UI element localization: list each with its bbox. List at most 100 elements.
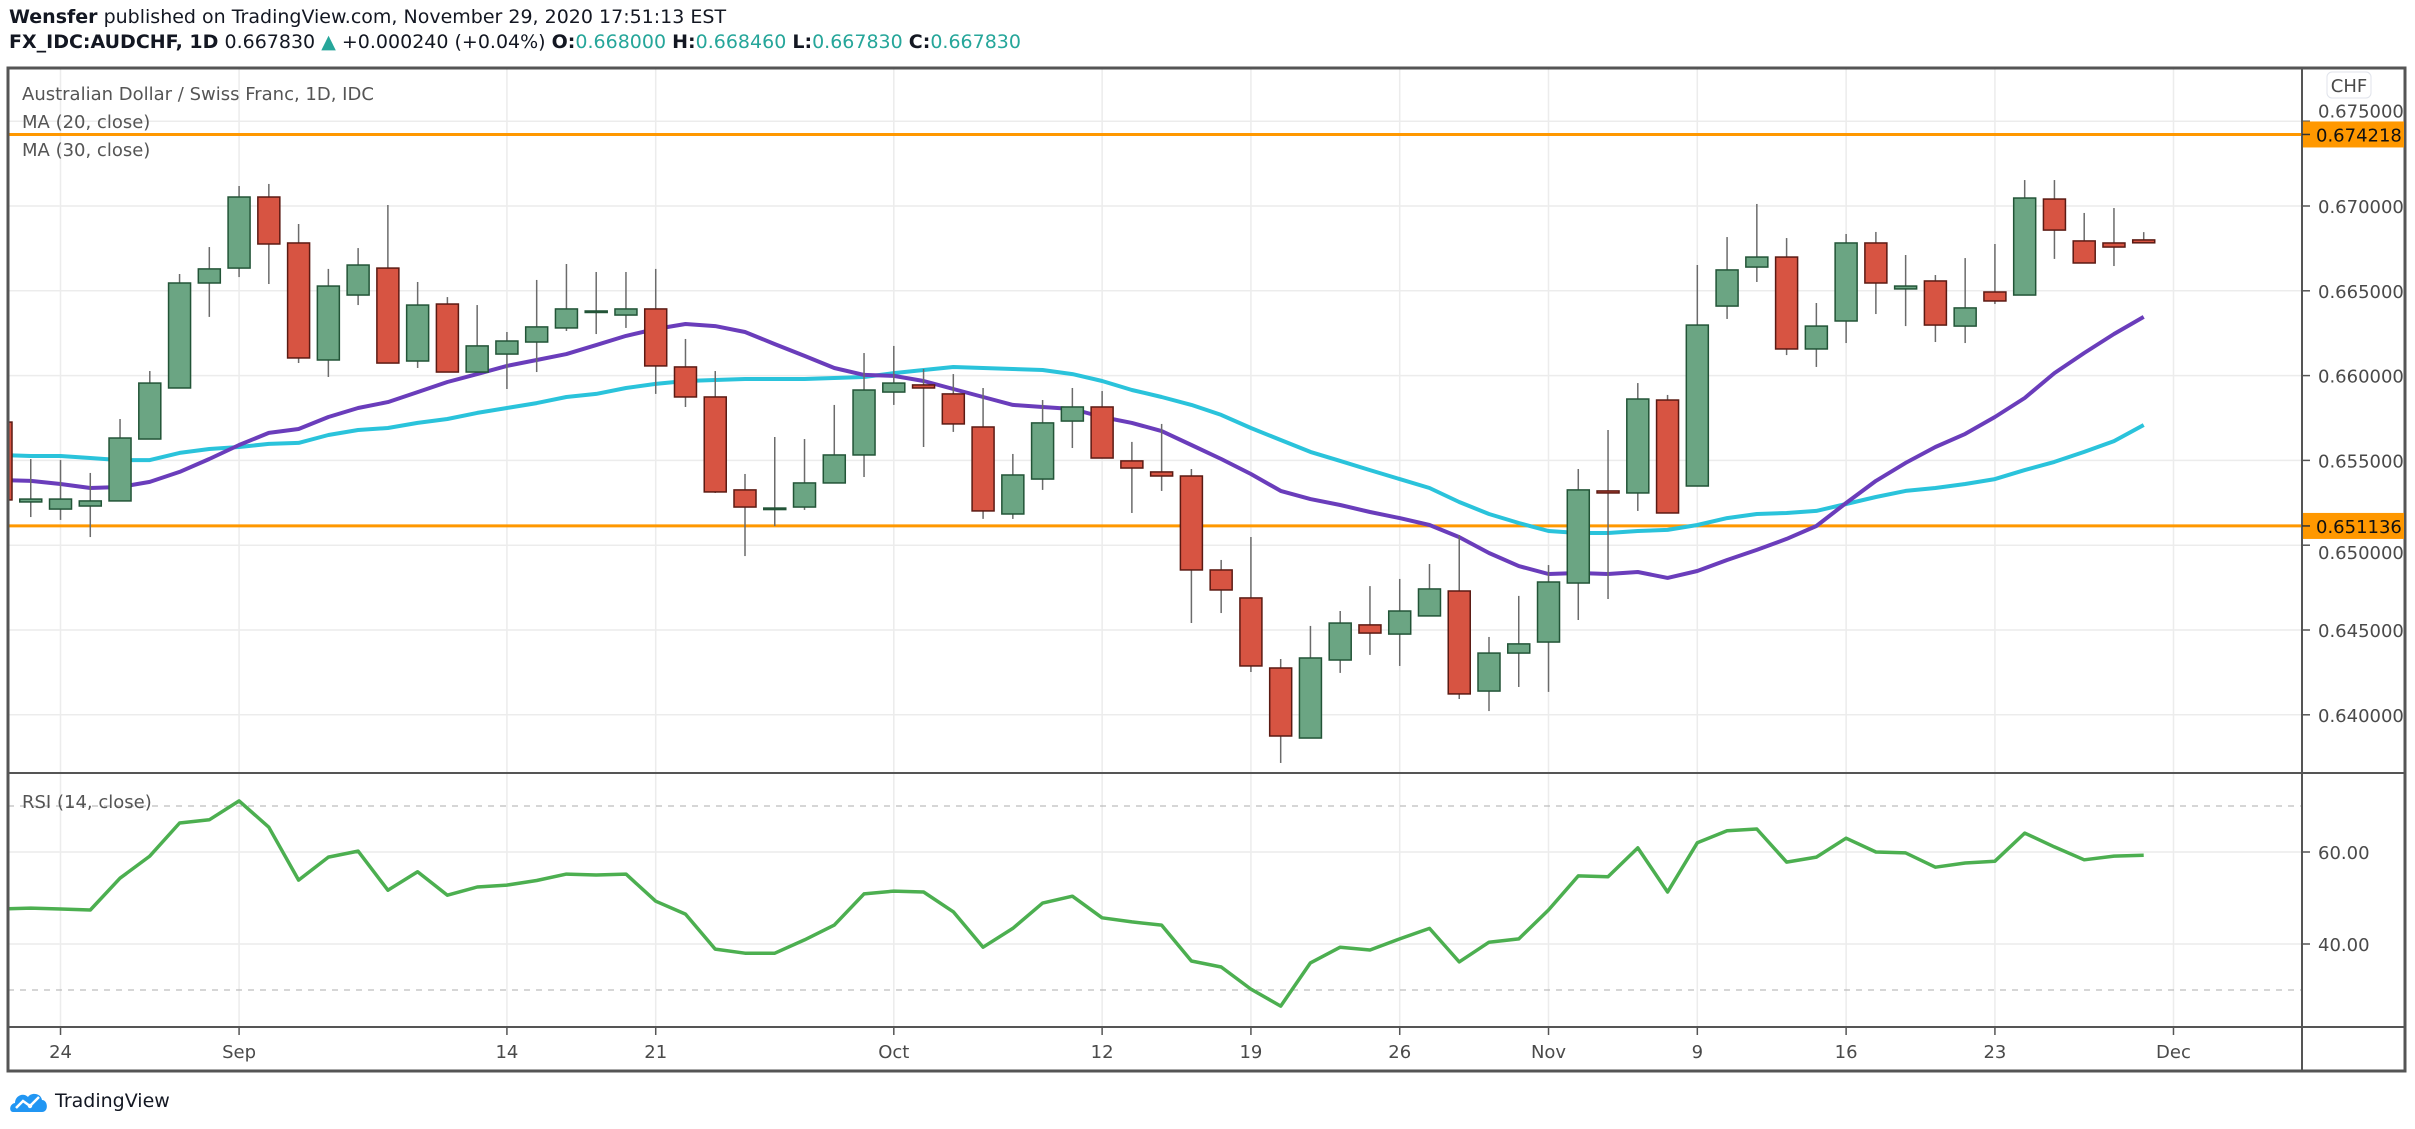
candle[interactable] bbox=[1536, 565, 1561, 692]
symbol-info: FX_IDC:AUDCHF, 1D 0.667830 ▲ +0.000240 (… bbox=[9, 31, 1021, 53]
candle[interactable] bbox=[1566, 469, 1591, 620]
candle[interactable] bbox=[316, 268, 341, 377]
time-axis[interactable]: 24 Sep 14 21 Oct 12 19 26 Nov 9 16 23 Dec bbox=[49, 1027, 2191, 1063]
candle[interactable] bbox=[286, 223, 311, 364]
candle-body-up bbox=[1715, 269, 1739, 307]
candle[interactable] bbox=[1417, 564, 1442, 617]
currency-badge[interactable]: CHF bbox=[2326, 71, 2372, 99]
candle[interactable] bbox=[465, 305, 489, 373]
candle[interactable] bbox=[2102, 208, 2126, 267]
candle[interactable] bbox=[1209, 559, 1233, 614]
legend-ma20[interactable]: MA (20, close) bbox=[22, 112, 150, 133]
candle[interactable] bbox=[1358, 586, 1382, 655]
legend-ma30[interactable]: MA (30, close) bbox=[22, 140, 150, 161]
level-price-badge[interactable] bbox=[2303, 512, 2404, 539]
candle[interactable] bbox=[1953, 258, 1977, 344]
candle[interactable] bbox=[643, 268, 668, 394]
candle[interactable] bbox=[0, 421, 13, 501]
tradingview-logo[interactable]: TradingView bbox=[9, 1088, 170, 1114]
candle[interactable] bbox=[822, 404, 847, 484]
candle[interactable] bbox=[197, 247, 222, 317]
candle[interactable] bbox=[1387, 578, 1412, 666]
level-price-label: 0.674218 bbox=[2316, 125, 2402, 146]
candle[interactable] bbox=[1804, 303, 1829, 367]
legend-rsi[interactable]: RSI (14, close) bbox=[22, 792, 152, 813]
candle[interactable] bbox=[376, 204, 400, 364]
candle[interactable] bbox=[2072, 212, 2096, 264]
candle[interactable] bbox=[1120, 441, 1144, 513]
candle[interactable] bbox=[1060, 387, 1085, 449]
time-tick-label: 12 bbox=[1091, 1042, 1114, 1063]
candle[interactable] bbox=[1328, 611, 1352, 673]
candle[interactable] bbox=[1596, 430, 1620, 599]
candle-body-up bbox=[1834, 242, 1858, 322]
candle[interactable] bbox=[1655, 394, 1680, 514]
candle[interactable] bbox=[1298, 625, 1323, 739]
candle-body-up bbox=[1507, 643, 1531, 654]
candle[interactable] bbox=[1834, 233, 1858, 344]
candle-body-up bbox=[882, 382, 906, 393]
price-axis[interactable]: 0.640000 0.645000 0.650000 0.655000 0.660000… bbox=[2302, 101, 2404, 727]
price-tick-label: 0.670000 bbox=[2318, 197, 2404, 218]
candle[interactable] bbox=[1507, 595, 1531, 687]
candle[interactable] bbox=[733, 473, 757, 557]
candle-body-up bbox=[78, 500, 103, 507]
candle[interactable] bbox=[911, 368, 936, 448]
candle[interactable] bbox=[495, 332, 519, 389]
candle[interactable] bbox=[1774, 238, 1799, 356]
author-name[interactable]: Wensfer bbox=[9, 6, 98, 28]
candle[interactable] bbox=[2042, 180, 2067, 259]
candle[interactable] bbox=[1268, 659, 1293, 763]
level-price-badge[interactable] bbox=[2303, 121, 2404, 148]
candle[interactable] bbox=[1090, 391, 1114, 459]
candle[interactable] bbox=[138, 371, 162, 440]
candle[interactable] bbox=[1923, 275, 1948, 343]
candle[interactable] bbox=[78, 472, 103, 538]
candle[interactable] bbox=[1715, 237, 1739, 319]
candle-body-down bbox=[376, 267, 400, 364]
candle[interactable] bbox=[763, 436, 787, 527]
candle[interactable] bbox=[524, 279, 549, 373]
candle[interactable] bbox=[614, 271, 638, 328]
candle[interactable] bbox=[792, 439, 817, 510]
candle[interactable] bbox=[257, 183, 281, 285]
candle[interactable] bbox=[167, 274, 192, 389]
candle[interactable] bbox=[108, 419, 132, 502]
candle[interactable] bbox=[703, 371, 727, 493]
candle[interactable] bbox=[1477, 636, 1501, 712]
candle[interactable] bbox=[971, 387, 995, 519]
candle[interactable] bbox=[1626, 383, 1650, 511]
candle[interactable] bbox=[19, 459, 43, 518]
candle[interactable] bbox=[673, 338, 698, 407]
candle[interactable] bbox=[1864, 231, 1888, 315]
candle[interactable] bbox=[1745, 203, 1769, 282]
candle[interactable] bbox=[1447, 535, 1471, 700]
candle[interactable] bbox=[48, 460, 73, 520]
candle[interactable] bbox=[2012, 180, 2037, 296]
candle-body-up bbox=[316, 285, 341, 361]
rsi-axis[interactable]: 60.00 40.00 bbox=[2302, 843, 2370, 956]
candle[interactable] bbox=[1149, 423, 1174, 491]
candle[interactable] bbox=[882, 345, 906, 405]
candle[interactable] bbox=[1983, 243, 2007, 305]
candle[interactable] bbox=[554, 264, 579, 331]
candle[interactable] bbox=[1179, 469, 1204, 624]
candle[interactable] bbox=[1239, 537, 1263, 673]
candle[interactable] bbox=[1893, 255, 1918, 327]
candle-body-down bbox=[2042, 198, 2067, 231]
candle-body-up bbox=[1417, 588, 1442, 617]
candle[interactable] bbox=[346, 248, 370, 306]
candle[interactable] bbox=[941, 374, 966, 432]
candle[interactable] bbox=[405, 281, 430, 368]
candle[interactable] bbox=[584, 271, 608, 335]
candle-body-down bbox=[1596, 490, 1620, 494]
candle[interactable] bbox=[435, 297, 460, 373]
candle[interactable] bbox=[1030, 400, 1055, 490]
candle-body-up bbox=[1804, 325, 1829, 350]
candle[interactable] bbox=[1685, 265, 1710, 487]
candle[interactable] bbox=[1001, 453, 1025, 519]
candle[interactable] bbox=[852, 353, 876, 478]
candle[interactable] bbox=[2131, 232, 2156, 244]
candle[interactable] bbox=[227, 185, 251, 278]
